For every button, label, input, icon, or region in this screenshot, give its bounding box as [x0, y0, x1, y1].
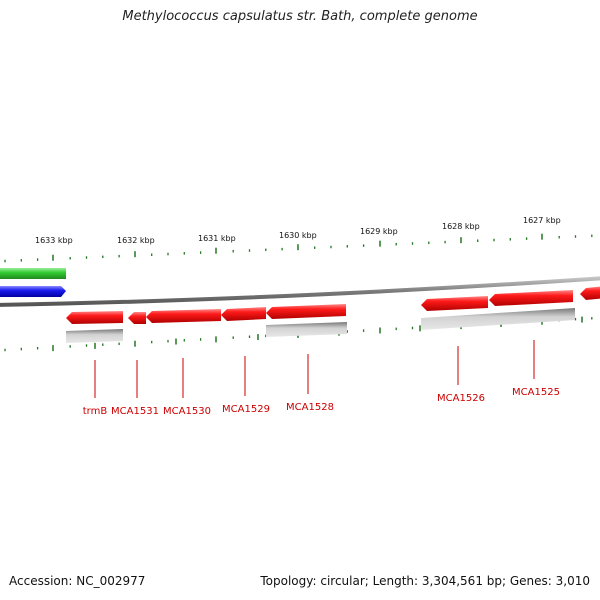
gene-label[interactable]: MCA1528 [286, 402, 334, 413]
gene-box[interactable] [421, 308, 575, 330]
scale-label: 1632 kbp [117, 236, 155, 245]
gene-box[interactable] [66, 329, 123, 343]
gene-track [66, 308, 575, 343]
cds-arrow[interactable] [66, 311, 123, 324]
accession-text: Accession: NC_002977 [9, 574, 146, 588]
cds-arrow[interactable] [128, 312, 146, 324]
gene-label[interactable]: MCA1525 [512, 387, 560, 398]
cds-arrow[interactable] [489, 290, 573, 306]
scale-label: 1633 kbp [35, 236, 73, 245]
scale-label: 1630 kbp [279, 231, 317, 240]
outer-tick-ring [4, 233, 593, 263]
gene-box[interactable] [266, 322, 347, 337]
scale-label: 1629 kbp [360, 227, 398, 236]
cds-arrow[interactable] [221, 307, 266, 321]
scale-label: 1627 kbp [523, 216, 561, 225]
forward-feature[interactable] [0, 268, 66, 279]
cds-arrow[interactable] [146, 309, 221, 323]
gene-labels: trmB MCA1531 MCA1530 MCA1529 MCA1528 MCA1526 M… [83, 340, 560, 417]
gene-label[interactable]: trmB [83, 406, 108, 417]
gene-label[interactable]: MCA1529 [222, 404, 270, 415]
scale-labels: 1633 kbp 1632 kbp 1631 kbp 1630 kbp 1629 kbp… [35, 216, 561, 245]
cds-arrow[interactable] [580, 286, 600, 300]
gene-label[interactable]: MCA1530 [163, 406, 211, 417]
genome-backbone [0, 276, 600, 307]
scale-label: 1628 kbp [442, 222, 480, 231]
gene-label[interactable]: MCA1531 [111, 406, 159, 417]
reverse-feature[interactable] [0, 286, 66, 297]
cds-arrow[interactable] [266, 304, 346, 319]
genome-title: Methylococcus capsulatus str. Bath, comp… [122, 9, 478, 24]
cds-track [66, 286, 600, 324]
scale-label: 1631 kbp [198, 234, 236, 243]
gene-label[interactable]: MCA1526 [437, 393, 485, 404]
cds-arrow[interactable] [421, 296, 488, 311]
topology-stats-text: Topology: circular; Length: 3,304,561 bp… [260, 574, 590, 588]
